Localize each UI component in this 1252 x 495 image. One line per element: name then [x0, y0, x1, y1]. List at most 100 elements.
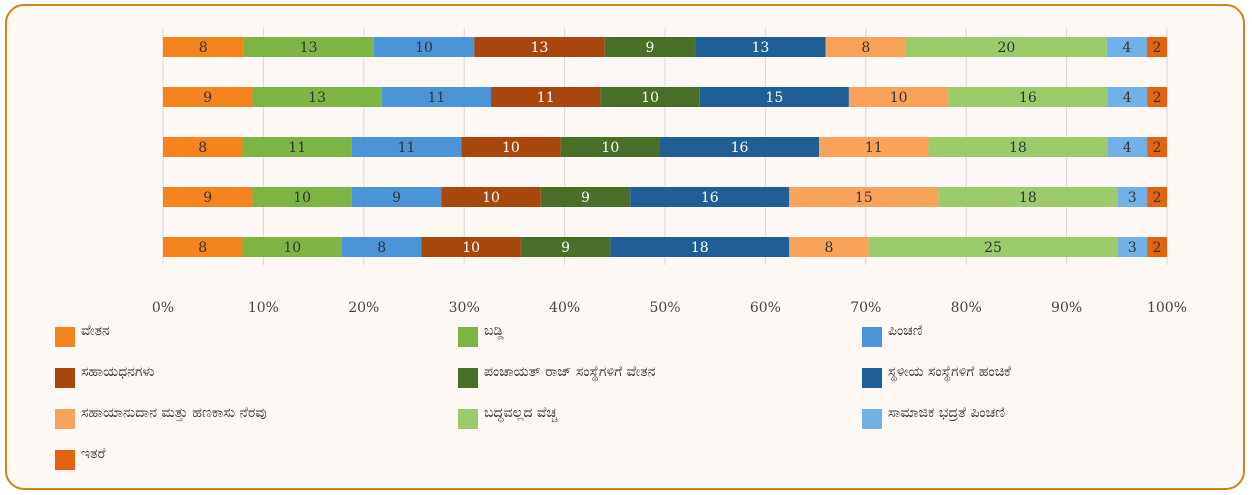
- bar-segment: [252, 87, 382, 107]
- value-label: 10: [890, 90, 908, 106]
- bar-segment: [163, 187, 253, 207]
- bar-segment: [848, 87, 949, 107]
- legend-swatch: [55, 450, 75, 470]
- value-label: 13: [300, 40, 318, 56]
- x-tick-label: 100%: [1147, 300, 1187, 316]
- bar-segment: [252, 187, 352, 207]
- legend-label: ಸಹಾಯಾನುದಾನ ಮತ್ತು ಹಣಕಾಸು ನೆರವು: [81, 405, 267, 421]
- bar-segment: [699, 87, 849, 107]
- value-label: 2: [1153, 90, 1162, 106]
- legend-swatch: [55, 368, 75, 388]
- bar-segment: [948, 87, 1108, 107]
- value-label: 9: [203, 90, 212, 106]
- legend-swatch: [458, 368, 478, 388]
- bar-segment: [351, 137, 462, 157]
- value-label: 11: [427, 90, 445, 106]
- value-label: 2: [1152, 40, 1161, 56]
- legend-swatch: [458, 409, 478, 429]
- bar-segment: [1107, 137, 1148, 157]
- x-tick-label: 80%: [951, 300, 982, 316]
- value-label: 8: [198, 240, 207, 256]
- bar-segment: [163, 137, 243, 157]
- x-tick-label: 30%: [449, 300, 480, 316]
- x-tick-label: 50%: [649, 300, 680, 316]
- value-label: 8: [198, 140, 207, 156]
- bar-segment: [243, 37, 374, 57]
- value-label: 13: [308, 90, 326, 106]
- value-label: 8: [377, 240, 386, 256]
- value-label: 20: [997, 40, 1015, 56]
- x-tick-label: 10%: [248, 300, 279, 316]
- bar-segment: [600, 87, 700, 107]
- bar-segment: [789, 237, 869, 257]
- legend-label: ಸ್ಥಳೀಯ ಸಂಸ್ಥೆಗಳಿಗೆ ಹಂಚಿಕೆ: [888, 364, 1011, 383]
- legend-label: ವೇತನ: [81, 323, 110, 339]
- bar-segment: [938, 187, 1118, 207]
- value-label: 4: [1123, 90, 1132, 106]
- legend-swatch: [55, 409, 75, 429]
- value-label: 25: [984, 240, 1002, 256]
- bar-segment: [560, 137, 661, 157]
- bar-segment: [1147, 237, 1167, 257]
- bar-segment: [351, 187, 442, 207]
- bar-segment: [491, 87, 601, 107]
- x-tick-label: 20%: [348, 300, 379, 316]
- value-label: 8: [199, 40, 208, 56]
- x-tick-label: 0%: [152, 300, 174, 316]
- value-label: 9: [203, 190, 212, 206]
- value-label: 3: [1128, 240, 1137, 256]
- bar-segment: [660, 137, 820, 157]
- bar-segment: [868, 237, 1118, 257]
- bar-segment: [461, 137, 561, 157]
- bar-segment: [604, 37, 696, 57]
- bar-segment: [163, 87, 253, 107]
- value-label: 10: [283, 240, 301, 256]
- bar-segment: [163, 37, 244, 57]
- bar-segment: [695, 37, 826, 57]
- legend-label: ಬದ್ಧವಲ್ಲದ ವೆಚ್ಚ: [484, 405, 558, 424]
- value-label: 2: [1153, 240, 1162, 256]
- legend-swatch: [458, 327, 478, 347]
- bar-segment: [610, 237, 790, 257]
- x-tick-label: 90%: [1051, 300, 1082, 316]
- bar-segment: [381, 87, 492, 107]
- value-label: 9: [581, 190, 590, 206]
- legend-label: ಬಡ್ಡಿ: [484, 323, 504, 339]
- bar-segment: [1147, 187, 1167, 207]
- value-label: 10: [293, 190, 311, 206]
- bar-segment: [1147, 137, 1167, 157]
- legend-swatch: [862, 368, 882, 388]
- value-label: 4: [1123, 140, 1132, 156]
- value-label: 11: [398, 140, 416, 156]
- value-label: 11: [288, 140, 306, 156]
- value-label: 8: [861, 40, 870, 56]
- value-label: 3: [1128, 190, 1137, 206]
- bar-segment: [242, 137, 352, 157]
- legend-swatch: [862, 409, 882, 429]
- bar-segment: [789, 187, 939, 207]
- value-label: 10: [641, 90, 659, 106]
- bar-segment: [373, 37, 475, 57]
- value-label: 15: [765, 90, 783, 106]
- value-label: 16: [701, 190, 719, 206]
- value-label: 10: [415, 40, 433, 56]
- x-tick-label: 60%: [750, 300, 781, 316]
- bar-segment: [474, 37, 605, 57]
- bar-segment: [1117, 187, 1148, 207]
- value-label: 2: [1153, 140, 1162, 156]
- bar-segment: [928, 137, 1108, 157]
- value-label: 18: [691, 240, 709, 256]
- value-label: 11: [865, 140, 883, 156]
- value-label: 10: [601, 140, 619, 156]
- value-label: 9: [561, 240, 570, 256]
- value-label: 16: [1019, 90, 1037, 106]
- bar-segment: [1147, 87, 1167, 107]
- value-label: 16: [731, 140, 749, 156]
- value-label: 10: [482, 190, 500, 206]
- bar-segment: [163, 237, 243, 257]
- bar-segment: [819, 137, 929, 157]
- bar-segment: [540, 187, 631, 207]
- legend-swatch: [55, 327, 75, 347]
- bar-segment: [242, 237, 342, 257]
